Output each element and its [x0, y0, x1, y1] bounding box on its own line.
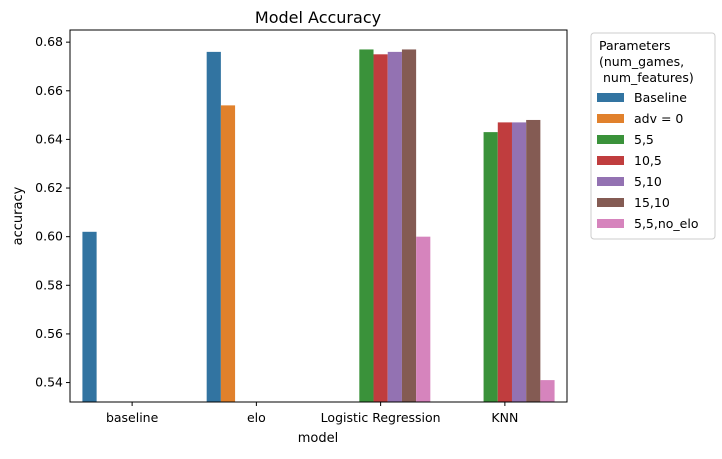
- bar-15-10-logistic-regression: [401, 49, 417, 402]
- legend-entry-label: Baseline: [634, 90, 687, 105]
- bar-5-5-no-elo-knn: [540, 380, 555, 402]
- legend-box: [590, 32, 716, 240]
- legend-entry-label: 10,5: [634, 153, 662, 168]
- bar-5-5-no-elo-logistic-regression: [416, 236, 431, 402]
- legend-entry-label: adv = 0: [634, 111, 683, 126]
- bar-baseline-elo: [206, 51, 221, 402]
- legend-entry-label: 5,5,no_elo: [634, 216, 698, 231]
- legend-swatch: [597, 114, 624, 123]
- bar-5-10-knn: [511, 122, 527, 402]
- legend-entry-label: 15,10: [634, 195, 670, 210]
- y-tick-label: 0.66: [35, 83, 63, 98]
- x-tick-label: elo: [247, 410, 266, 425]
- legend-swatch: [597, 156, 624, 165]
- x-tick-label: Logistic Regression: [321, 410, 441, 425]
- x-axis: baseline elo Logistic Regression KNN: [106, 402, 518, 425]
- bar-5-5-knn: [483, 132, 498, 402]
- y-tick-label: 0.68: [35, 34, 63, 49]
- legend-swatch: [597, 219, 624, 228]
- y-tick-label: 0.56: [35, 326, 63, 341]
- legend-swatch: [597, 135, 624, 144]
- y-axis-label: accuracy: [11, 186, 26, 245]
- legend: Parameters (num_games, num_features) Basel…: [590, 32, 716, 240]
- legend-title: Parameters (num_games, num_features): [599, 38, 694, 85]
- bar-baseline-baseline: [82, 231, 97, 402]
- y-tick-label: 0.54: [35, 375, 63, 390]
- bar-10-5-logistic-regression: [373, 54, 388, 403]
- plot-frame: [69, 29, 568, 403]
- y-axis: 0.54 0.56 0.58 0.60 0.62 0.64 0.66 0.68: [35, 34, 70, 390]
- x-tick-label: KNN: [491, 410, 518, 425]
- legend-swatch: [597, 198, 624, 207]
- legend-entry-label: 5,5: [634, 132, 654, 147]
- legend-swatch: [597, 177, 624, 186]
- bars-layer: [82, 49, 555, 403]
- bar-10-5-knn: [497, 122, 512, 402]
- bar-adv-0-elo: [220, 105, 236, 403]
- x-axis-label: model: [298, 431, 338, 446]
- y-tick-label: 0.64: [35, 131, 63, 146]
- bar-15-10-knn: [526, 119, 541, 403]
- y-tick-label: 0.60: [35, 229, 63, 244]
- chart-title: Model Accuracy: [255, 8, 381, 27]
- y-tick-label: 0.62: [35, 180, 63, 195]
- bar-5-5-logistic-regression: [359, 49, 374, 402]
- bar-5-10-logistic-regression: [387, 51, 402, 402]
- y-tick-label: 0.58: [35, 277, 63, 292]
- legend-swatch: [597, 93, 624, 102]
- legend-entry-label: 5,10: [634, 174, 662, 189]
- x-tick-label: baseline: [106, 410, 159, 425]
